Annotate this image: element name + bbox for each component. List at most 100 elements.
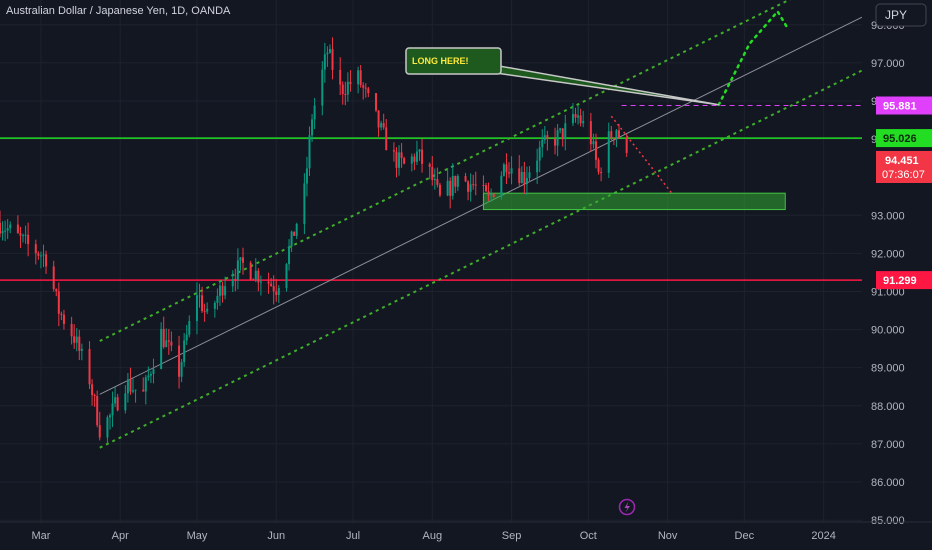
candle-body xyxy=(1,231,4,234)
channel-mid xyxy=(99,16,863,395)
projection-down-line xyxy=(610,115,674,195)
x-tick-label: May xyxy=(187,530,208,542)
candle-body xyxy=(467,181,470,192)
candle-body xyxy=(510,168,513,174)
candle-body xyxy=(428,163,431,167)
candle-body xyxy=(290,231,293,247)
candle-body xyxy=(55,289,58,292)
candle-body xyxy=(344,94,347,96)
demand-zone-rect xyxy=(482,192,786,211)
candle-body xyxy=(42,254,45,256)
candle-body xyxy=(592,141,595,145)
candle-body xyxy=(91,384,94,396)
candle-body xyxy=(454,175,457,187)
candle-body xyxy=(111,403,114,416)
candle-body xyxy=(239,257,242,261)
candle-body xyxy=(392,150,395,152)
candle-body xyxy=(167,340,170,342)
candle-body xyxy=(357,70,360,85)
candle-body xyxy=(561,128,564,139)
candle-body xyxy=(364,87,367,89)
time-axis-ticks: Mar Apr May Jun Jul Aug Sep Oct Nov Dec 2024 xyxy=(0,521,932,542)
candle-body xyxy=(328,49,331,53)
callout-box xyxy=(405,47,502,75)
candle-body xyxy=(213,302,216,309)
candle-body xyxy=(574,113,577,118)
y-tick-label: 97.000 xyxy=(871,58,905,70)
candle-body xyxy=(98,425,101,438)
candle-body xyxy=(438,184,441,196)
long-here-callout[interactable]: LONG HERE! xyxy=(405,47,719,106)
candle-body xyxy=(303,183,306,224)
candle-body xyxy=(160,328,163,369)
candle-body xyxy=(502,164,505,176)
candle-body xyxy=(600,171,603,173)
currency-button[interactable]: JPY xyxy=(875,3,927,27)
candle-body xyxy=(564,123,567,139)
candle-body xyxy=(267,281,270,284)
candle-body xyxy=(377,110,380,128)
candle-body xyxy=(556,130,559,146)
x-tick-label: Apr xyxy=(112,530,129,542)
x-tick-label: Nov xyxy=(658,530,678,542)
candle-body xyxy=(331,49,334,70)
y-tick-label: 93.000 xyxy=(871,210,905,222)
candle-body xyxy=(362,85,365,88)
candle-body xyxy=(218,285,221,296)
candle-body xyxy=(500,175,503,198)
candle-body xyxy=(508,172,511,174)
projection-up-arrow xyxy=(717,9,790,107)
lightning-icon[interactable] xyxy=(618,498,636,516)
candle-body xyxy=(597,159,600,172)
candle-body xyxy=(359,70,362,86)
x-tick-label: Jul xyxy=(346,530,360,542)
candle-body xyxy=(93,395,96,397)
candle-body xyxy=(249,262,252,280)
candle-body xyxy=(272,286,275,292)
y-tick-label: 92.000 xyxy=(871,248,905,260)
candle-body xyxy=(62,314,65,324)
candle-body xyxy=(45,254,48,267)
candle-body xyxy=(142,389,145,392)
candle-body xyxy=(403,158,406,164)
x-tick-label: 2024 xyxy=(811,530,835,542)
candle-body xyxy=(546,135,549,139)
candle-body xyxy=(165,340,168,348)
candle-body xyxy=(126,379,129,394)
demand-zone xyxy=(482,192,786,211)
candle-body xyxy=(257,270,260,283)
candle-body xyxy=(400,152,403,159)
candle-body xyxy=(288,246,291,265)
candle-body xyxy=(144,377,147,392)
candle-body xyxy=(579,115,582,124)
candle-body xyxy=(346,81,349,95)
candle-body xyxy=(413,156,416,162)
candle-body xyxy=(484,185,487,192)
candle-body xyxy=(57,291,60,314)
candle-body xyxy=(124,393,127,411)
x-tick-label: Aug xyxy=(422,530,442,542)
candle-body xyxy=(367,88,370,94)
candle-body xyxy=(625,137,628,153)
candle-body xyxy=(518,168,521,184)
candle-body xyxy=(73,336,76,343)
x-tick-label: Mar xyxy=(31,530,50,542)
candle-body xyxy=(610,131,613,139)
candle-body xyxy=(295,223,298,236)
y-tick-label: 86.000 xyxy=(871,477,905,489)
candle-body xyxy=(421,149,424,164)
candle-body xyxy=(39,255,42,257)
candle-body xyxy=(472,184,475,186)
candle-body xyxy=(170,341,173,346)
candle-body xyxy=(451,175,454,196)
candle-body xyxy=(523,172,526,185)
last-price-tag: 94.451 07:36:07 xyxy=(876,150,932,183)
candle-body xyxy=(96,395,99,426)
candle-body xyxy=(538,147,541,161)
candle-body xyxy=(75,336,78,343)
candle-body xyxy=(311,119,314,136)
candle-body xyxy=(203,311,206,313)
currency-button-label: JPY xyxy=(885,8,907,22)
candle-body xyxy=(106,417,109,438)
